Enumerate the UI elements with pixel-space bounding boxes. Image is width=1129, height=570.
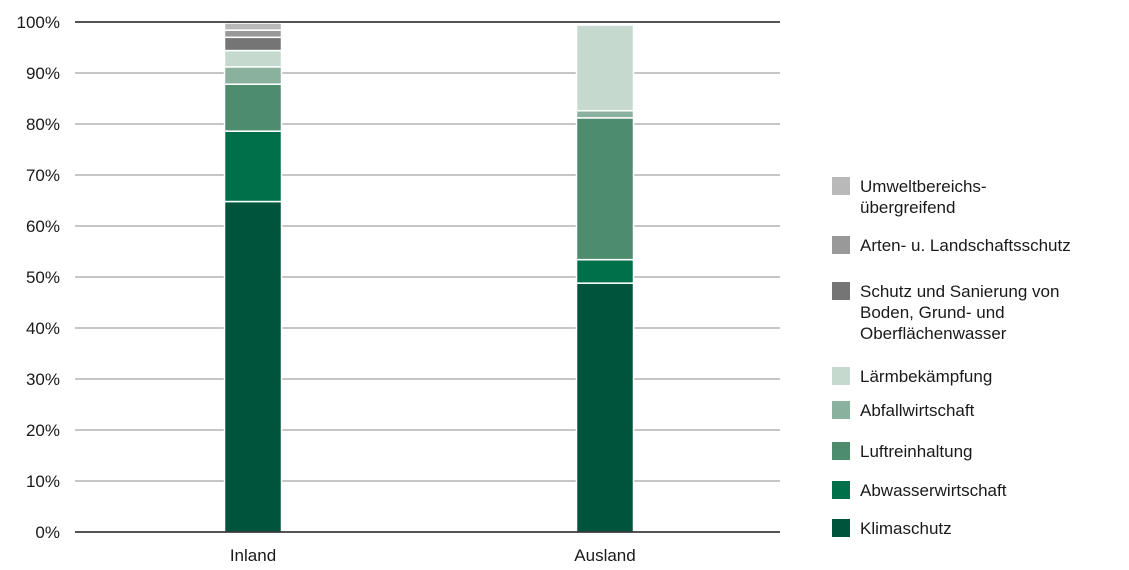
bar-stacks: [223, 22, 635, 533]
legend-label: Abfallwirtschaft: [860, 401, 975, 420]
y-tick-label: 50%: [26, 268, 60, 287]
gridlines: [75, 72, 780, 482]
legend-swatch: [832, 177, 850, 195]
x-category-label: Inland: [230, 546, 276, 565]
y-tick-label: 60%: [26, 217, 60, 236]
bar-segment: [223, 200, 283, 533]
x-category-label: Ausland: [574, 546, 635, 565]
legend-swatch: [832, 282, 850, 300]
y-tick-label: 90%: [26, 64, 60, 83]
y-tick-label: 80%: [26, 115, 60, 134]
legend-label: übergreifend: [860, 198, 955, 217]
y-tick-label: 10%: [26, 472, 60, 491]
bar-segment: [223, 66, 283, 85]
legend-swatch: [832, 442, 850, 460]
y-tick-label: 100%: [17, 13, 60, 32]
legend-swatch: [832, 367, 850, 385]
bar-segment: [575, 258, 635, 284]
legend: Umweltbereichs-übergreifend Arten- u. Lan…: [832, 177, 1071, 538]
legend-swatch: [832, 519, 850, 537]
bar-segment: [223, 83, 283, 132]
y-tick-label: 70%: [26, 166, 60, 185]
y-tick-label: 0%: [35, 523, 60, 542]
legend-label: Lärmbekämpfung: [860, 367, 992, 386]
bar-segment: [223, 130, 283, 203]
y-tick-label: 20%: [26, 421, 60, 440]
legend-label: Boden, Grund- und: [860, 303, 1005, 322]
y-tick-label: 30%: [26, 370, 60, 389]
legend-label: Oberflächenwasser: [860, 324, 1007, 343]
legend-label: Arten- u. Landschaftsschutz: [860, 236, 1071, 255]
legend-label: Luftreinhaltung: [860, 442, 972, 461]
bar-segment: [223, 49, 283, 68]
legend-label: Schutz und Sanierung von: [860, 282, 1059, 301]
bar-segment: [575, 109, 635, 119]
bar-segment: [223, 36, 283, 52]
legend-label: Klimaschutz: [860, 519, 952, 538]
bar-segment: [223, 22, 283, 31]
y-axis-tick-labels: 0% 10% 20% 30% 40% 50% 60% 70% 80% 90% 100%: [17, 13, 60, 542]
bar-segment: [575, 282, 635, 533]
legend-label: Umweltbereichs-: [860, 177, 987, 196]
bar-segment: [575, 117, 635, 261]
legend-swatch: [832, 481, 850, 499]
bar-segment: [575, 24, 635, 112]
y-tick-label: 40%: [26, 319, 60, 338]
bar-segment: [223, 29, 283, 39]
x-axis-category-labels: Inland Ausland: [230, 546, 636, 565]
legend-swatch: [832, 401, 850, 419]
legend-swatch: [832, 236, 850, 254]
legend-label: Abwasserwirtschaft: [860, 481, 1007, 500]
